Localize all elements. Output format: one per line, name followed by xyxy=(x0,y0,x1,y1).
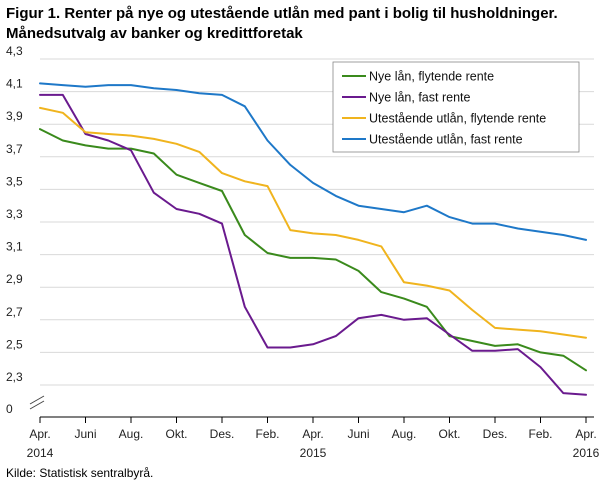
y-tick-label: 4,3 xyxy=(6,44,23,58)
source-note: Kilde: Statistisk sentralbyrå. xyxy=(6,466,154,480)
series-line-1 xyxy=(39,128,587,372)
y-tick-label: 0 xyxy=(6,402,13,416)
x-tick-label: Okt. xyxy=(165,427,187,441)
y-tick-label: 3,7 xyxy=(6,142,23,156)
x-tick-label: Aug. xyxy=(392,427,417,441)
y-tick-label: 2,9 xyxy=(6,272,23,286)
figure-title: Figur 1. Renter på nye og utestående utl… xyxy=(6,4,604,44)
y-tick-label: 3,5 xyxy=(6,174,23,188)
series-line-4 xyxy=(39,82,587,241)
axis-break-stroke xyxy=(29,395,45,405)
legend: Nye lån, flytende rente Nye lån, fast ren… xyxy=(332,61,580,153)
axis-break-mark xyxy=(29,395,45,410)
legend-box xyxy=(332,61,580,153)
series-line-3 xyxy=(39,106,587,339)
x-tick-label: Okt. xyxy=(438,427,460,441)
legend-label-2: Nye lån, fast rente xyxy=(369,91,470,105)
legend-label-1: Nye lån, flytende rente xyxy=(369,70,494,84)
x-tick-year-label: 2014 xyxy=(27,446,54,460)
x-tick-year-label: 2016 xyxy=(573,446,600,460)
y-tick-label: 3,1 xyxy=(6,240,23,254)
x-tick-label: Feb. xyxy=(528,427,552,441)
x-tick-label: Feb. xyxy=(255,427,279,441)
series-line-2 xyxy=(39,93,587,396)
gridlines xyxy=(40,58,594,386)
axis-break-stroke xyxy=(29,400,45,410)
x-tick-label: Aug. xyxy=(119,427,144,441)
x-tick-label: Des. xyxy=(483,427,508,441)
series-lines xyxy=(39,82,587,396)
y-tick-label: 2,5 xyxy=(6,337,23,351)
y-tick-label: 2,7 xyxy=(6,305,23,319)
figure-title-line1: Figur 1. Renter på nye og utestående utl… xyxy=(6,5,558,22)
y-tick-label: 3,3 xyxy=(6,207,23,221)
x-tick-label: Des. xyxy=(210,427,235,441)
y-tick-label: 4,1 xyxy=(6,77,23,91)
axes: 0 2,3 2,5 2,7 2,9 3,1 3,3 3,5 3,7 3,9 4,1 4,3 Apr. 20… xyxy=(6,44,600,460)
legend-label-4: Utestående utlån, fast rente xyxy=(369,133,523,147)
figure-title-line2: Månedsutvalg av banker og kredittforetak xyxy=(6,25,303,42)
x-tick-label: Juni xyxy=(347,427,369,441)
x-tick-label: Apr. xyxy=(575,427,596,441)
x-tick-label: Apr. xyxy=(302,427,323,441)
y-tick-label: 2,3 xyxy=(6,370,23,384)
y-tick-label: 3,9 xyxy=(6,109,23,123)
x-tick-label: Juni xyxy=(74,427,96,441)
legend-label-3: Utestående utlån, flytende rente xyxy=(369,112,546,126)
x-tick-year-label: 2015 xyxy=(300,446,327,460)
x-tick-label: Apr. xyxy=(29,427,50,441)
